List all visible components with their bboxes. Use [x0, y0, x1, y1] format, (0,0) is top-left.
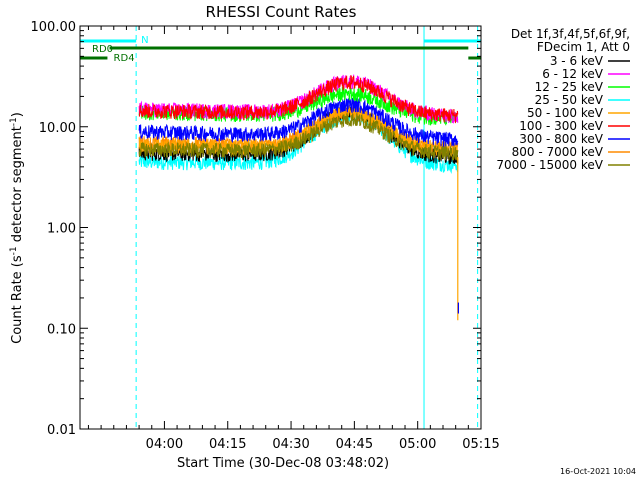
- legend-label: 3 - 6 keV: [550, 54, 604, 68]
- legend-label: 25 - 50 keV: [535, 93, 604, 107]
- chart-title: RHESSI Count Rates: [206, 3, 357, 21]
- plot-frame: [79, 25, 482, 430]
- y-axis-label-part: Count Rate (s: [10, 255, 25, 344]
- y-axis-label: Count Rate (s-1 detector segment-1): [9, 112, 25, 344]
- legend-header: Det 1f,3f,4f,5f,6f,9f,: [511, 27, 630, 41]
- series-line: [138, 75, 459, 124]
- rd4-label: RD4: [114, 53, 135, 64]
- legend-label: 50 - 100 keV: [527, 106, 604, 120]
- legend: Det 1f,3f,4f,5f,6f,9f, FDecim 1, Att 0 3…: [496, 27, 630, 172]
- y-tick-label: 10.00: [39, 121, 76, 136]
- y-tick-label: 0.01: [47, 423, 76, 438]
- x-axis-label: Start Time (30-Dec-08 03:48:02): [177, 456, 389, 471]
- x-tick-label: 04:45: [336, 437, 373, 452]
- x-tick-label: 04:30: [272, 437, 309, 452]
- series-line: [138, 97, 459, 148]
- y-axis-label-exp: -1: [9, 117, 19, 126]
- y-axis-label-exp: -1: [9, 246, 19, 255]
- series-line: [138, 113, 459, 161]
- legend-label: 7000 - 15000 keV: [496, 158, 603, 172]
- y-tick-label: 100.00: [31, 20, 77, 35]
- legend-label: 6 - 12 keV: [542, 67, 604, 81]
- legend-label: 300 - 800 keV: [519, 132, 603, 146]
- x-axis: 04:00 04:15 04:30 04:45 05:00 05:15: [87, 26, 500, 452]
- x-tick-label: 04:00: [146, 437, 183, 452]
- y-tick-label: 1.00: [47, 222, 76, 237]
- legend-label: 800 - 7000 keV: [512, 145, 604, 159]
- y-axis-label-part: detector segment: [10, 126, 25, 246]
- rd0-label: RD0: [92, 44, 113, 55]
- x-tick-label: 04:15: [209, 437, 246, 452]
- generation-timestamp: 16-Oct-2021 10:04: [560, 467, 636, 476]
- night-label: N: [141, 35, 148, 46]
- y-axis-label-part: ): [10, 112, 25, 117]
- x-tick-label: 05:00: [399, 437, 436, 452]
- x-tick-label: 05:15: [462, 437, 499, 452]
- legend-label: 12 - 25 keV: [535, 80, 604, 94]
- legend-header: FDecim 1, Att 0: [537, 40, 630, 54]
- y-tick-label: 0.10: [47, 322, 76, 337]
- legend-label: 100 - 300 keV: [519, 119, 603, 133]
- y-axis: 100.00 10.00 1.00 0.10 0.01: [31, 20, 481, 438]
